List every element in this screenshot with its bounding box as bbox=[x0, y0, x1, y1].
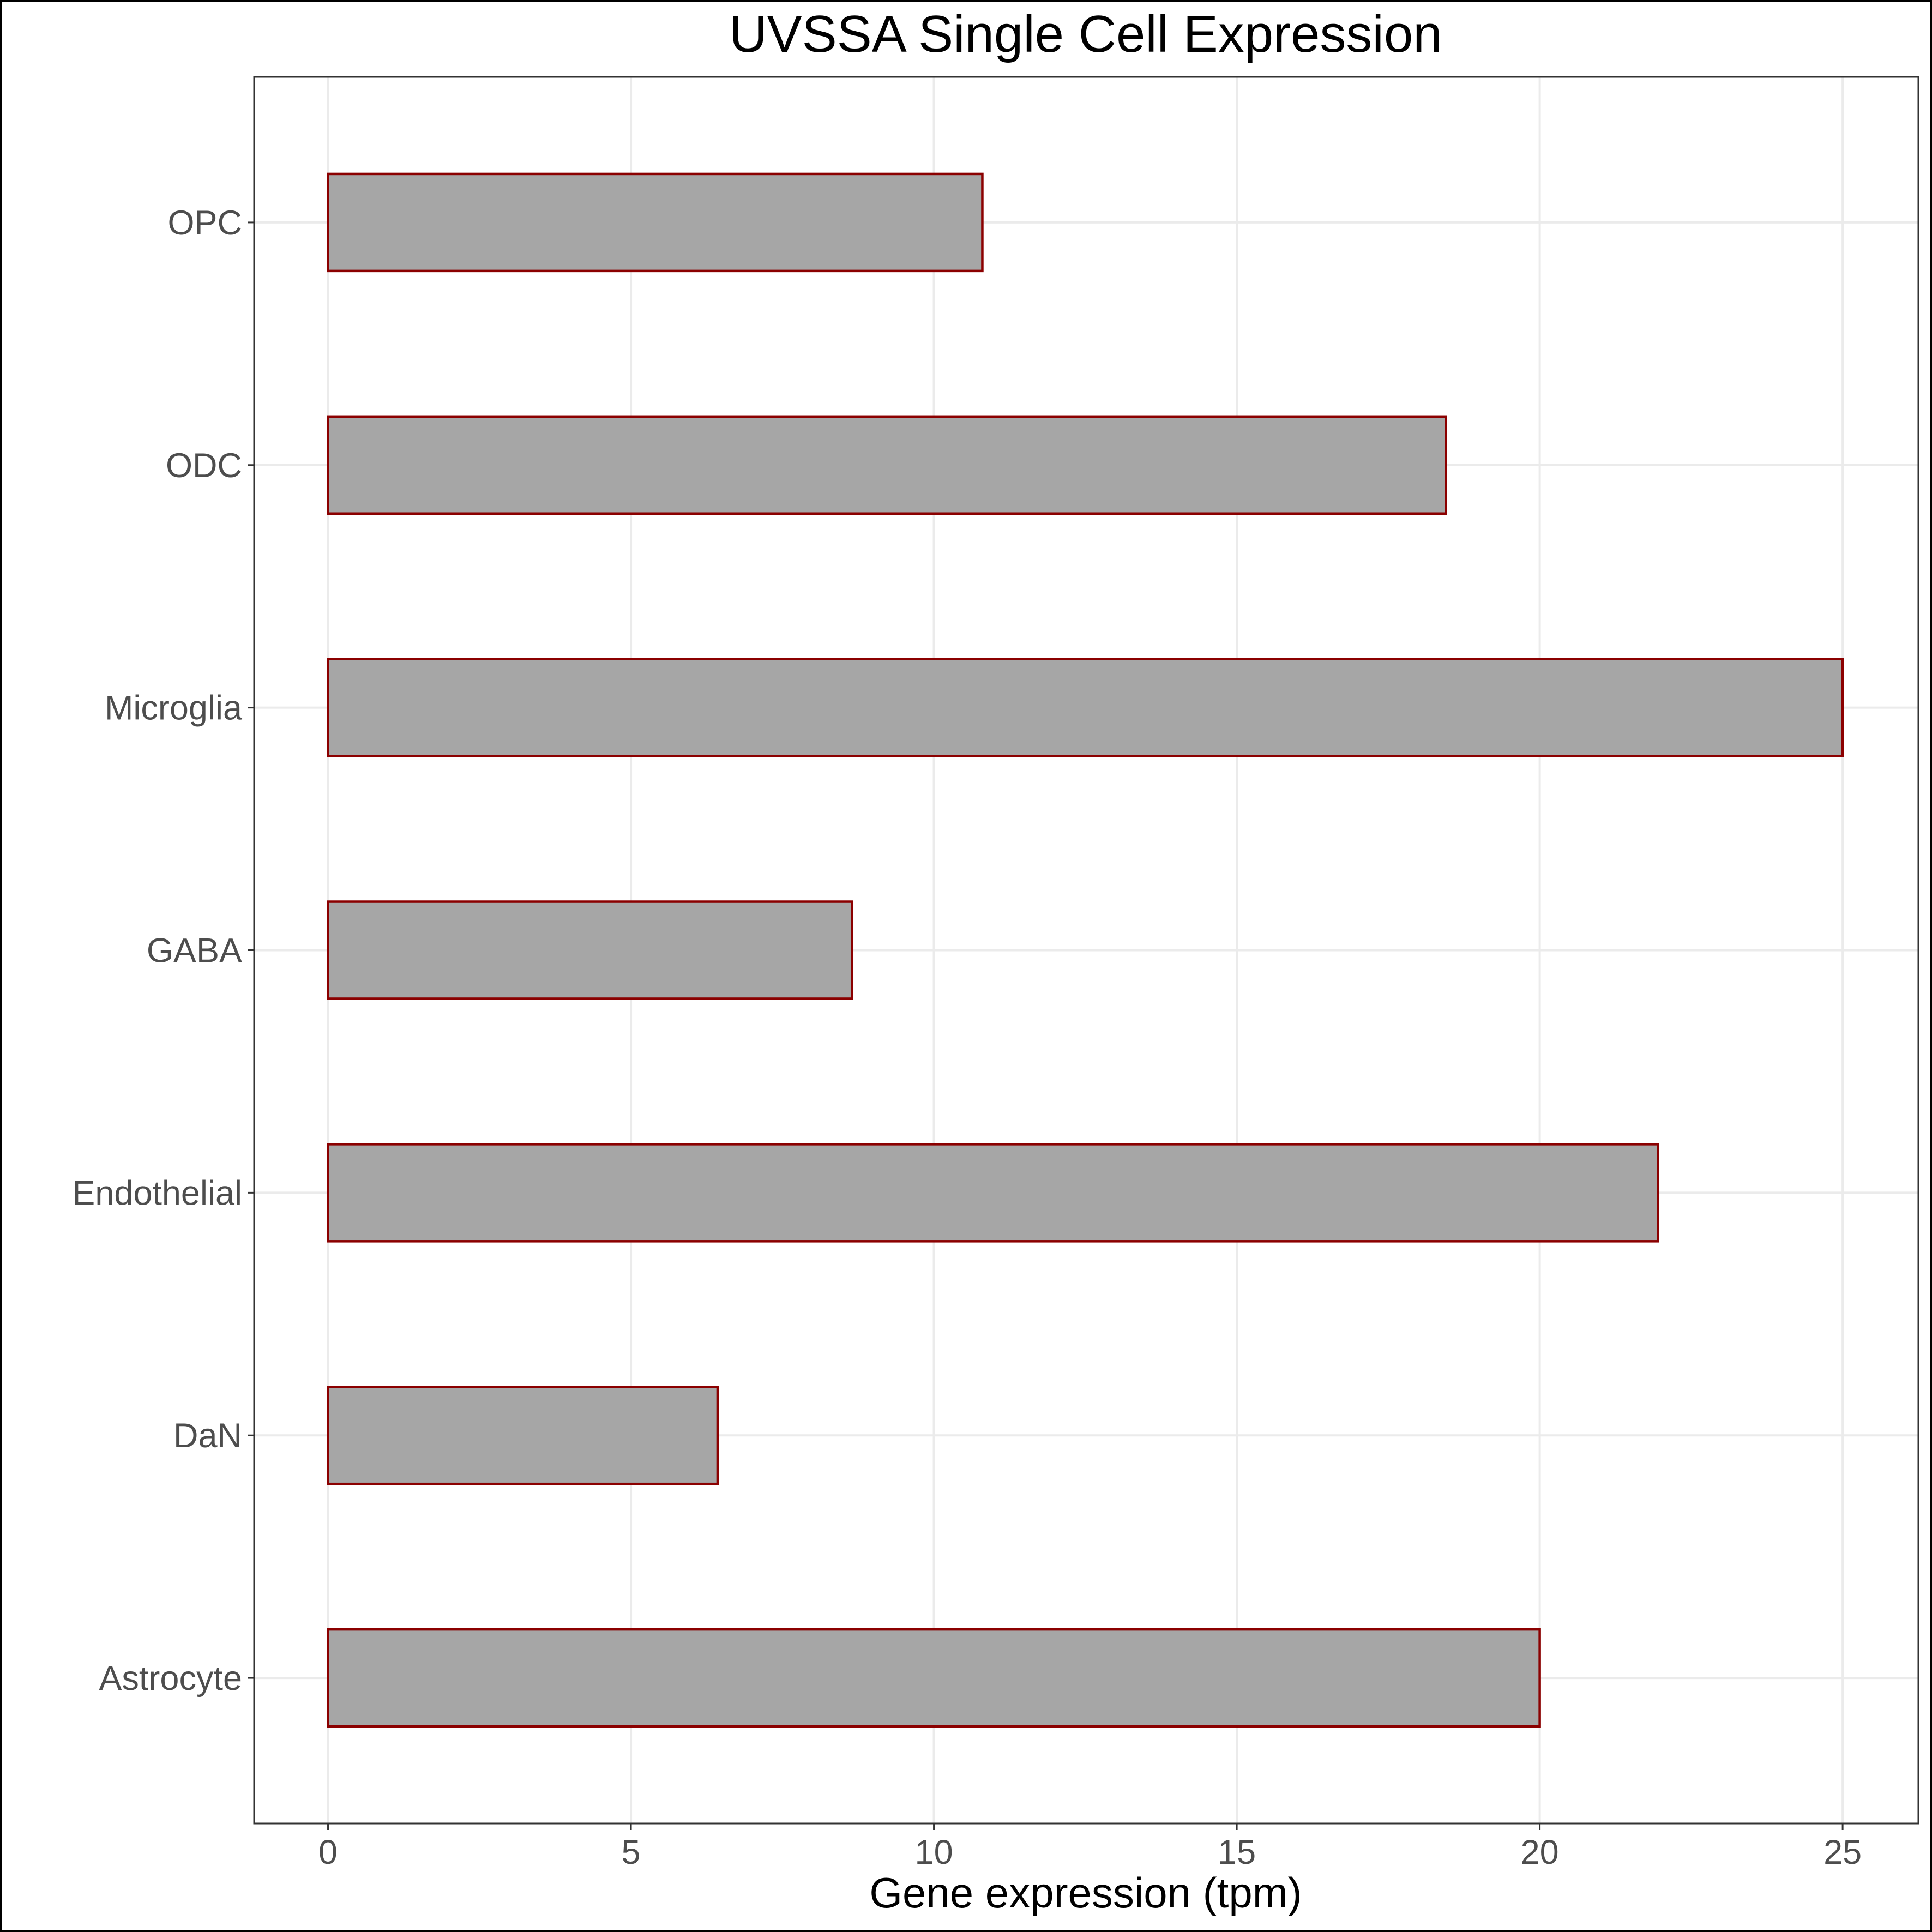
bars bbox=[327, 172, 1844, 1728]
y-tick-label-odc: ODC bbox=[166, 447, 242, 485]
bar-odc bbox=[327, 415, 1447, 515]
x-tick-label-5: 5 bbox=[622, 1833, 641, 1871]
bar-gaba bbox=[327, 900, 853, 1000]
chart-title: UVSSA Single Cell Expression bbox=[729, 5, 1442, 63]
x-axis: 0 5 10 15 20 25 bbox=[318, 1823, 1862, 1871]
x-axis-title: Gene expression (tpm) bbox=[869, 1869, 1302, 1917]
bar-dan bbox=[327, 1386, 719, 1485]
bar-astrocyte bbox=[327, 1628, 1541, 1728]
y-axis: OPC ODC Microglia GABA Endothelial DaN Astrocy… bbox=[72, 204, 254, 1698]
bar-endothelial bbox=[327, 1143, 1659, 1243]
x-tick-label-15: 15 bbox=[1218, 1833, 1256, 1871]
y-tick-label-opc: OPC bbox=[167, 204, 242, 242]
y-tick-label-gaba: GABA bbox=[147, 932, 242, 970]
x-tick-label-20: 20 bbox=[1521, 1833, 1559, 1871]
x-tick-label-10: 10 bbox=[915, 1833, 953, 1871]
y-tick-label-microglia: Microglia bbox=[105, 689, 243, 727]
x-tick-label-0: 0 bbox=[318, 1833, 338, 1871]
y-tick-label-endothelial: Endothelial bbox=[72, 1174, 242, 1212]
y-tick-label-dan: DaN bbox=[173, 1417, 242, 1455]
y-tick-label-astrocyte: Astrocyte bbox=[99, 1659, 242, 1698]
x-tick-label-25: 25 bbox=[1823, 1833, 1862, 1871]
bar-opc bbox=[327, 172, 984, 273]
bar-microglia bbox=[327, 658, 1844, 757]
